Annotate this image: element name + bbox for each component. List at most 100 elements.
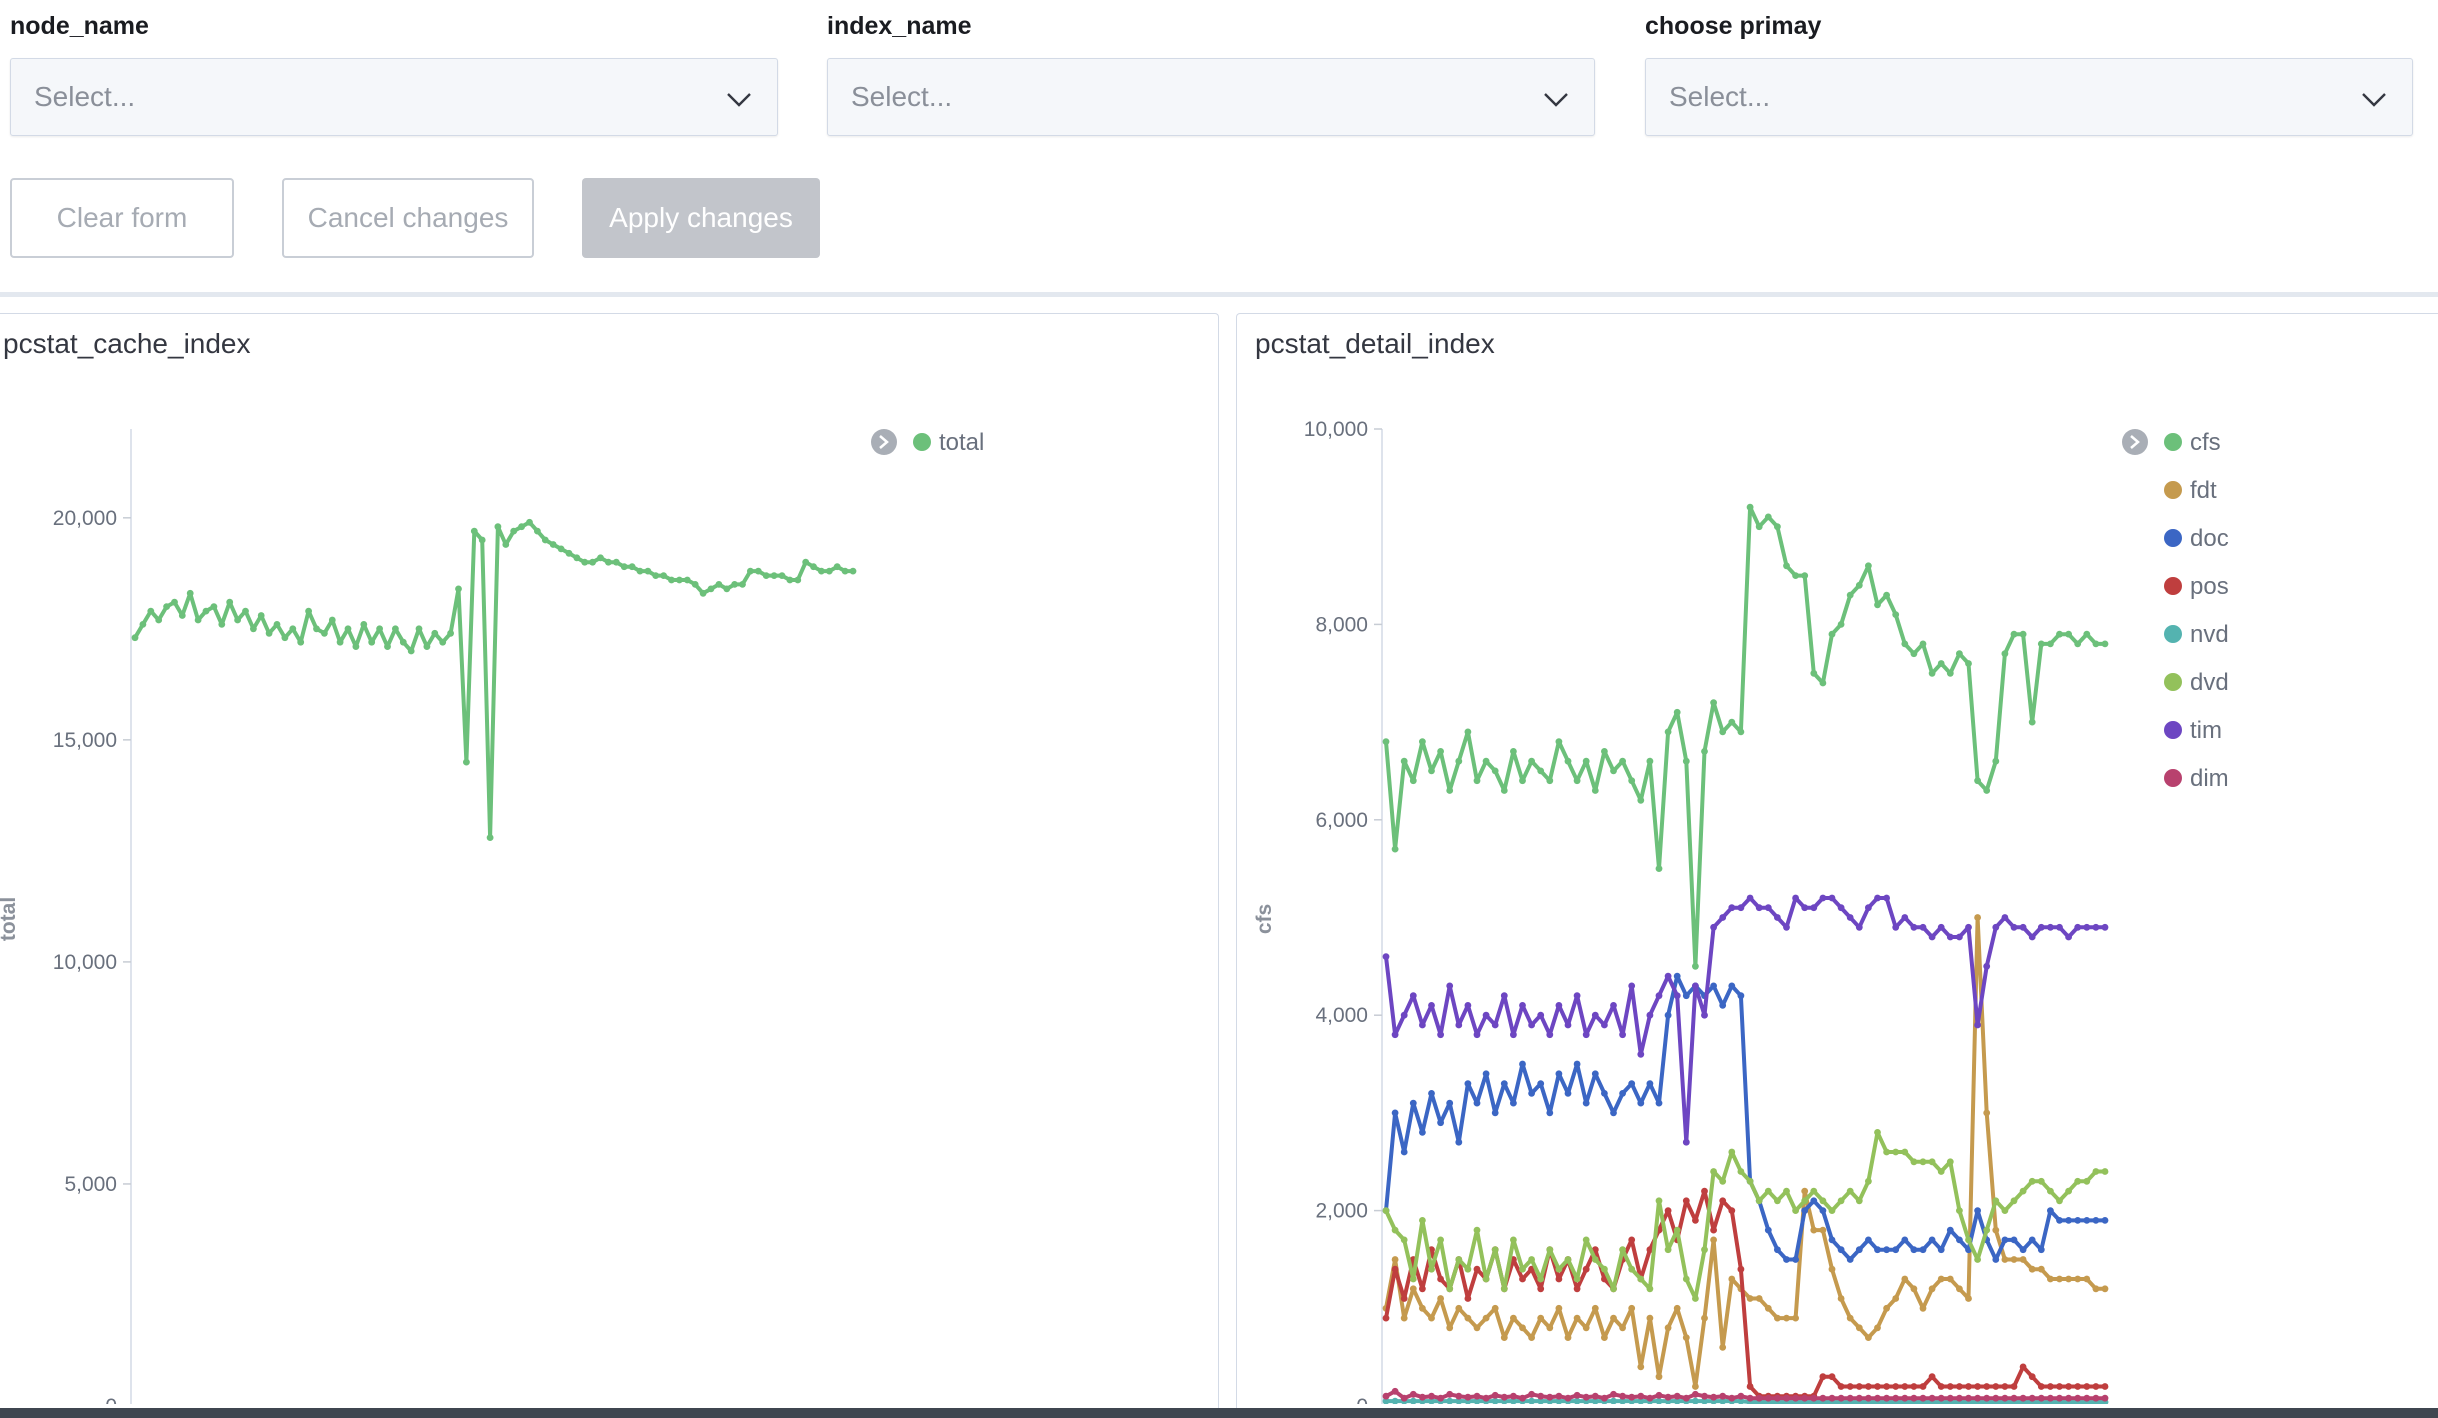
data-point[interactable]: [2028, 1394, 2036, 1402]
data-point[interactable]: [1828, 1373, 1836, 1381]
data-point[interactable]: [1783, 1187, 1790, 1195]
data-point[interactable]: [1428, 767, 1435, 775]
data-point[interactable]: [1482, 1070, 1490, 1078]
data-point[interactable]: [1482, 1011, 1490, 1019]
data-point[interactable]: [1928, 933, 1936, 941]
data-point[interactable]: [549, 541, 557, 548]
data-point[interactable]: [1774, 1246, 1781, 1254]
data-point[interactable]: [1701, 1392, 1708, 1400]
data-point[interactable]: [1610, 1314, 1617, 1322]
data-point[interactable]: [1601, 748, 1608, 755]
data-point[interactable]: [2092, 1217, 2100, 1224]
data-point[interactable]: [620, 563, 628, 571]
data-point[interactable]: [1692, 1383, 1699, 1390]
data-point[interactable]: [1701, 1397, 1708, 1404]
data-point[interactable]: [1819, 1197, 1827, 1205]
data-point[interactable]: [1810, 1226, 1818, 1234]
data-point[interactable]: [2101, 1383, 2109, 1390]
data-point[interactable]: [1701, 1187, 1708, 1195]
choose-primay-select[interactable]: Select...: [1645, 58, 2413, 136]
data-point[interactable]: [1391, 1226, 1399, 1234]
data-point[interactable]: [1956, 933, 1963, 941]
data-point[interactable]: [1400, 1011, 1408, 1019]
data-point[interactable]: [2019, 1394, 2027, 1402]
data-point[interactable]: [1746, 1394, 1754, 1402]
data-point[interactable]: [1883, 591, 1890, 599]
data-point[interactable]: [1710, 1236, 1717, 1244]
data-point[interactable]: [1382, 1392, 1390, 1400]
data-point[interactable]: [1455, 1138, 1463, 1146]
data-point[interactable]: [2028, 1373, 2036, 1381]
data-point[interactable]: [1673, 1226, 1681, 1234]
data-point[interactable]: [1837, 904, 1845, 912]
data-point[interactable]: [2037, 1383, 2045, 1390]
data-point[interactable]: [786, 576, 794, 584]
data-point[interactable]: [376, 625, 383, 633]
data-point[interactable]: [155, 616, 163, 624]
data-point[interactable]: [1682, 757, 1690, 765]
data-point[interactable]: [1473, 777, 1481, 785]
data-point[interactable]: [1746, 894, 1754, 902]
data-point[interactable]: [1792, 1394, 1799, 1402]
data-point[interactable]: [1601, 1334, 1608, 1341]
data-point[interactable]: [1519, 1324, 1526, 1332]
cancel-changes-button[interactable]: Cancel changes: [282, 178, 534, 258]
data-point[interactable]: [1591, 787, 1599, 794]
data-point[interactable]: [1937, 1168, 1945, 1175]
data-point[interactable]: [1846, 1256, 1854, 1263]
data-point[interactable]: [1646, 1246, 1654, 1254]
data-point[interactable]: [1537, 1285, 1545, 1293]
data-point[interactable]: [1491, 767, 1499, 775]
data-point[interactable]: [1446, 1390, 1454, 1398]
data-point[interactable]: [1764, 1304, 1772, 1312]
data-point[interactable]: [1883, 894, 1890, 902]
data-point[interactable]: [1874, 1394, 1881, 1402]
data-point[interactable]: [2074, 1383, 2082, 1390]
data-point[interactable]: [1828, 1236, 1836, 1244]
data-point[interactable]: [2019, 923, 2027, 931]
data-point[interactable]: [1500, 1080, 1508, 1087]
data-point[interactable]: [1464, 1002, 1472, 1009]
data-point[interactable]: [1910, 923, 1918, 931]
data-point[interactable]: [1883, 1383, 1890, 1390]
data-point[interactable]: [494, 523, 502, 531]
data-point[interactable]: [1428, 1265, 1435, 1273]
data-point[interactable]: [1382, 738, 1390, 745]
data-point[interactable]: [415, 625, 423, 633]
apply-changes-button[interactable]: Apply changes: [582, 178, 820, 258]
data-point[interactable]: [1737, 728, 1745, 736]
data-point[interactable]: [1510, 1099, 1517, 1107]
data-point[interactable]: [2037, 1265, 2045, 1273]
data-point[interactable]: [1546, 1246, 1554, 1254]
data-point[interactable]: [2037, 923, 2045, 931]
data-point[interactable]: [1792, 1207, 1799, 1214]
data-point[interactable]: [2092, 1285, 2100, 1293]
data-point[interactable]: [636, 567, 644, 575]
data-point[interactable]: [1628, 1393, 1636, 1401]
data-point[interactable]: [2074, 1217, 2082, 1224]
data-point[interactable]: [1819, 1394, 1827, 1402]
data-point[interactable]: [1801, 904, 1809, 912]
data-point[interactable]: [1819, 1226, 1827, 1234]
data-point[interactable]: [1601, 1021, 1608, 1029]
data-point[interactable]: [565, 549, 573, 557]
data-point[interactable]: [1601, 1090, 1608, 1097]
data-point[interactable]: [518, 523, 525, 531]
data-point[interactable]: [1974, 1383, 1981, 1390]
data-point[interactable]: [2056, 1217, 2063, 1224]
data-point[interactable]: [1874, 1324, 1881, 1332]
data-point[interactable]: [1537, 1275, 1545, 1283]
legend-item-dvd[interactable]: dvd: [2164, 669, 2229, 696]
data-point[interactable]: [2056, 1275, 2063, 1283]
data-point[interactable]: [739, 581, 746, 588]
data-point[interactable]: [1464, 728, 1472, 736]
data-point[interactable]: [1783, 1314, 1790, 1322]
data-point[interactable]: [399, 638, 407, 646]
data-point[interactable]: [1619, 1031, 1626, 1039]
data-point[interactable]: [1919, 1246, 1927, 1254]
data-point[interactable]: [1974, 777, 1981, 785]
data-point[interactable]: [1983, 787, 1991, 794]
data-point[interactable]: [1428, 1002, 1435, 1009]
data-point[interactable]: [1710, 1226, 1717, 1234]
data-point[interactable]: [2083, 1383, 2091, 1390]
